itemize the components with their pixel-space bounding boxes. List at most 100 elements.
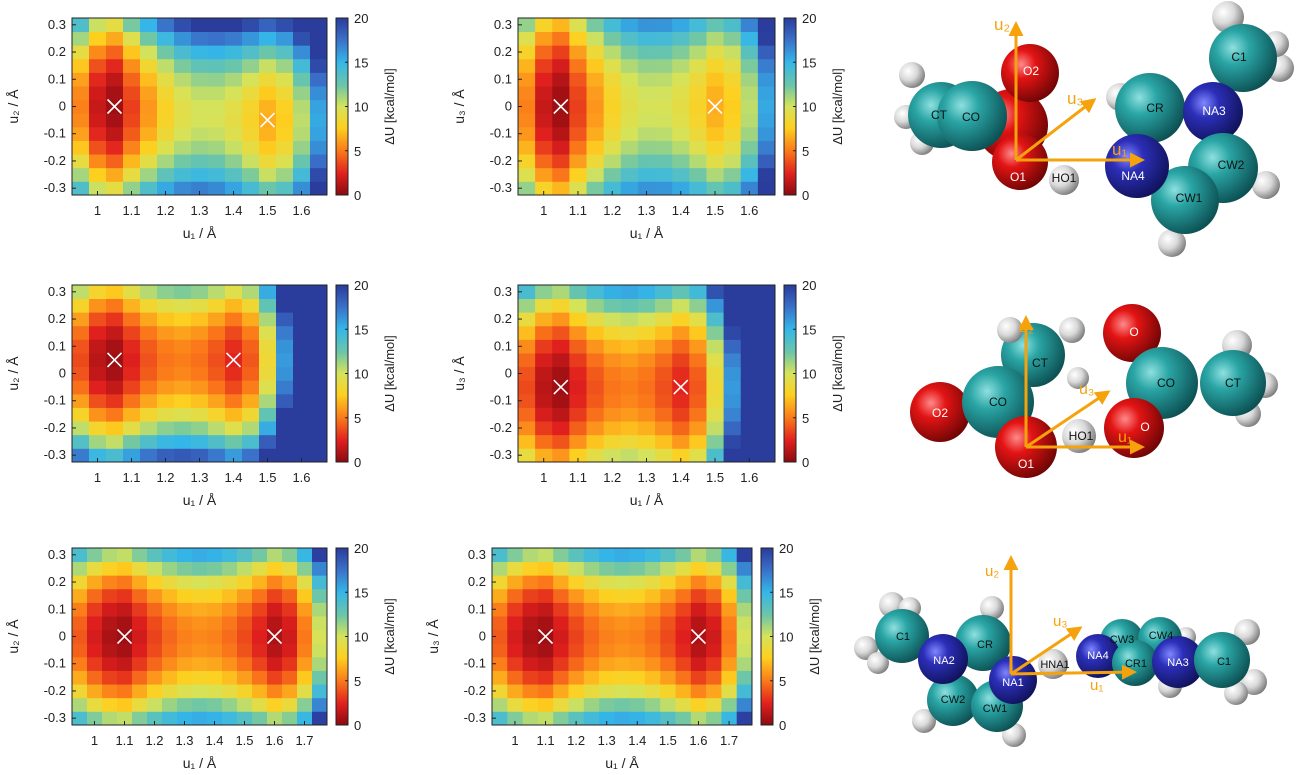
heatmap-cell [655, 86, 673, 101]
heatmap-cell [603, 407, 622, 422]
axis-u2-label: u₂ [994, 15, 1010, 34]
heatmap-cell [553, 561, 569, 576]
heatmap-cell [252, 684, 268, 699]
heatmap-cell [553, 643, 569, 658]
heatmap-cell [736, 697, 753, 712]
minimum-marker [553, 98, 569, 115]
heatmap-cell [237, 656, 253, 671]
heatmap-cell [689, 448, 707, 463]
heatmap-cell [162, 697, 178, 712]
heatmap-cell [237, 670, 253, 685]
atom-label: HO1 [1069, 429, 1094, 443]
heatmap-cell [106, 434, 124, 449]
heatmap-cell [757, 285, 776, 300]
heatmap-cell [535, 18, 553, 33]
heatmap-cell [620, 113, 639, 128]
heatmap-cell [276, 353, 294, 368]
heatmap-cell [140, 99, 158, 114]
heatmap-cell [191, 393, 209, 408]
heatmap-cell [225, 448, 243, 463]
heatmap-cell [89, 353, 107, 368]
heatmap-cell [87, 684, 103, 699]
heatmap-cell [174, 72, 192, 87]
heatmap-cell [282, 561, 298, 576]
heatmap-cell [89, 380, 107, 395]
heatmap-cell [535, 339, 553, 354]
heatmap-cell [123, 353, 141, 368]
heatmap-panel-row2-u1u3: 1 1.1 1.2 1.3 1.4 1.5 1.6 0.3 0.2 0.1 0 -0.1 -0.2 -0.… [451, 278, 845, 508]
heatmap-cell [644, 588, 661, 603]
heatmap-cell [140, 366, 158, 381]
heatmap-cell [293, 99, 311, 114]
heatmap-cell [208, 339, 226, 354]
heatmap-cell [518, 380, 536, 395]
heatmap-cell [537, 670, 554, 685]
heatmap-cell [583, 711, 600, 726]
heatmap-cell [660, 711, 676, 726]
heatmap-cell [740, 154, 759, 169]
heatmap-cell [599, 561, 615, 576]
atom-c1-b [1194, 632, 1250, 688]
heatmap-cell [177, 684, 193, 699]
heatmap-cell [191, 298, 209, 313]
heatmap-cell [282, 548, 298, 563]
heatmap-cell [603, 86, 622, 101]
heatmap-cell [672, 312, 690, 327]
heatmap-cell [162, 561, 178, 576]
heatmap-cell [637, 99, 656, 114]
heatmap-cell [620, 434, 639, 449]
heatmap-cell [140, 45, 158, 60]
heatmap-cell [140, 58, 158, 73]
heatmap-cell [535, 393, 553, 408]
heatmap-cell [599, 643, 615, 658]
heatmap-cell [123, 366, 141, 381]
heatmap-cell [267, 670, 283, 685]
heatmap-cell [518, 18, 536, 33]
heatmap-cell [637, 140, 656, 155]
heatmap-cell [242, 393, 260, 408]
heatmap-cell [552, 126, 570, 141]
heatmap-cell [106, 448, 124, 463]
heatmap-cell [123, 99, 141, 114]
colorbar-tick-label: 10 [354, 100, 368, 115]
heatmap-cell [507, 697, 523, 712]
heatmap-cell [242, 434, 260, 449]
axis-u3-label: u₃ [1067, 89, 1083, 108]
heatmap-cell [535, 126, 553, 141]
heatmap-cell [117, 670, 133, 685]
heatmap-cell [586, 31, 605, 46]
atom-label: C1 [896, 631, 910, 643]
y-tick-label: 0.2 [494, 44, 512, 59]
atom-na3 [1183, 82, 1243, 142]
heatmap-cell [660, 670, 676, 685]
heatmap-cell [72, 548, 88, 563]
heatmap-cell [72, 140, 90, 155]
atom-na4 [1076, 634, 1120, 678]
heatmap-cell [222, 588, 238, 603]
heatmap-cell [620, 45, 639, 60]
heatmap-cell [672, 113, 690, 128]
heatmap-cell [552, 154, 570, 169]
heatmap-cell [583, 588, 600, 603]
atom-label: CW3 [1110, 634, 1134, 646]
atom-h [997, 317, 1023, 343]
colorbar-tick-label: 10 [779, 630, 793, 645]
heatmap-cell [207, 711, 223, 726]
heatmap-cell [293, 380, 311, 395]
heatmap-cell [312, 697, 328, 712]
y-tick-label: 0.2 [48, 311, 66, 326]
heatmap-cell [102, 561, 118, 576]
heatmap-cell [106, 312, 124, 327]
heatmap-cell [140, 86, 158, 101]
heatmap-cell [72, 99, 90, 114]
heatmap-cell [282, 711, 298, 726]
heatmap-cell [72, 602, 88, 617]
heatmap-cell [614, 575, 631, 590]
heatmap-cell [740, 31, 759, 46]
heatmap-cell [672, 72, 690, 87]
atom-label: CR [1146, 101, 1164, 115]
heatmap-cell [102, 697, 118, 712]
heatmap-cell [174, 285, 192, 300]
heatmap-cell [518, 58, 536, 73]
heatmap-cell [225, 113, 243, 128]
